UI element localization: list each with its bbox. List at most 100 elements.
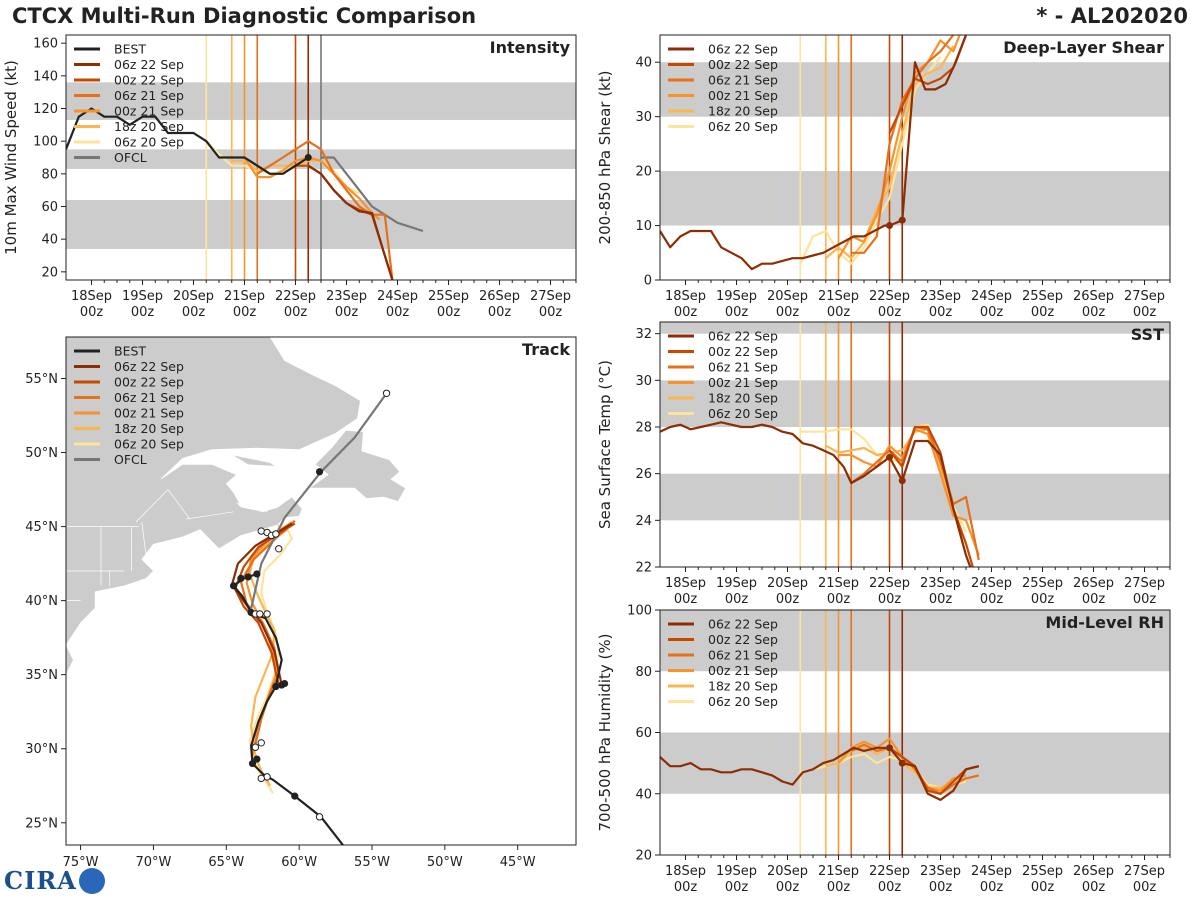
track-point-filled [229,582,238,590]
x-tick-label: 23Sep [920,864,961,879]
x-tick-label: 00z [929,880,953,895]
x-tick-label: 23Sep [920,576,961,591]
gulf-water [236,502,270,512]
x-tick-label: 18Sep [665,289,706,304]
legend-label: 18z 20 Sep [114,119,184,134]
legend-label: 18z 20 Sep [708,104,778,119]
x-tick-label: 00z [725,592,749,607]
series-line [243,156,381,221]
chart-title: CTCX Multi-Run Diagnostic Comparison [12,4,477,28]
series-line [837,35,961,259]
x-tick-label: 00z [929,592,953,607]
logo-text: CIRA [4,866,77,895]
series-line [851,35,955,254]
land-north-america [66,337,361,676]
y-axis-label: 700-500 hPa Humidity (%) [596,633,614,831]
x-tick-label: 00z [674,592,698,607]
x-tick-label: 00z [1082,880,1106,895]
x-tick-label: 00z [1031,305,1055,320]
plot-area [660,35,1170,280]
legend-label: 00z 22 Sep [708,632,778,647]
y-tick-label: 100 [33,135,58,150]
data-point [886,453,893,461]
panel-title: Mid-Level RH [1045,613,1164,632]
panel-intensity: 2040608010012014016018Sep00z19Sep00z20Se… [2,34,577,320]
track-point-open [272,530,280,538]
x-tick-label: 00z [1082,592,1106,607]
legend-label: OFCL [114,452,147,467]
panel-title: Deep-Layer Shear [1003,38,1164,57]
legend-label: 06z 21 Sep [708,360,778,375]
legend-label: 06z 22 Sep [708,329,778,344]
y-tick-label: 10 [635,219,652,234]
x-tick-label: 21Sep [818,289,859,304]
y-tick-label: 80 [635,665,652,680]
y-axis-label: 200-850 hPa Shear (kt) [596,71,614,245]
track-point-open [315,813,324,821]
legend-label: 00z 21 Sep [708,375,778,390]
series-line [256,140,394,280]
series-line [307,164,394,280]
gray-band [660,171,1170,226]
x-tick-label: 24Sep [377,289,418,304]
y-tick-label: 100 [627,604,652,619]
x-tick-label: 00z [1133,305,1157,320]
legend-label: 00z 21 Sep [114,104,184,119]
x-tick-label: 00z [1082,305,1106,320]
y-tick-label: 40 [41,233,58,248]
storm-id: * - AL202020 [1036,4,1188,28]
y-tick-label: 0 [644,274,652,289]
x-tick-label: 00z [1133,880,1157,895]
track-point-open [251,743,260,751]
legend-label: 00z 22 Sep [708,57,778,72]
x-tick-label: 22Sep [869,864,910,879]
data-point [304,154,312,161]
x-tick-label: 27Sep [1124,576,1165,591]
x-tick-label: 00z [776,880,800,895]
y-tick-label: 40 [635,787,652,802]
x-tick-label: 27Sep [530,289,571,304]
legend-label: 00z 22 Sep [708,344,778,359]
data-point [886,744,893,752]
plot-area [660,322,1170,567]
x-tick-label: 45°W [500,855,536,870]
legend-label: 00z 22 Sep [114,73,184,88]
x-tick-label: 20Sep [767,576,808,591]
x-tick-label: 55°W [354,855,390,870]
x-tick-label: 60°W [281,855,317,870]
y-tick-label: 30 [635,374,652,389]
x-tick-label: 75°W [63,855,99,870]
x-tick-label: 00z [878,592,902,607]
y-tick-label: 30 [635,110,652,125]
y-tick-label: 60 [635,726,652,741]
x-tick-label: 00z [827,880,851,895]
x-tick-label: 00z [1031,880,1055,895]
legend-label: 06z 21 Sep [708,648,778,663]
track-point-open [256,610,264,618]
series-line [825,45,955,260]
legend-label: BEST [114,344,146,359]
y-tick-label: 20 [635,849,652,864]
x-tick-label: 00z [437,305,461,320]
track-point-open [263,610,271,618]
legend-label: 06z 21 Sep [708,73,778,88]
x-tick-label: 19Sep [122,289,163,304]
cira-logo: CIRA [4,866,105,895]
x-tick-label: 00z [776,592,800,607]
track-point-filled [315,468,324,476]
y-tick-label: 22 [635,561,652,576]
legend-label: BEST [114,42,146,57]
track-point-filled [253,755,261,763]
y-tick-label: 32 [635,327,652,342]
legend-label: 06z 21 Sep [114,390,184,405]
legend-label: 06z 20 Sep [708,406,778,421]
x-tick-label: 26Sep [1073,864,1114,879]
x-tick-label: 26Sep [1073,289,1114,304]
legend-label: 06z 21 Sep [114,88,184,103]
legend-label: 06z 20 Sep [114,135,184,150]
x-tick-label: 00z [878,305,902,320]
x-tick-label: 50°W [427,855,463,870]
track-point-open [257,774,265,783]
x-tick-label: 00z [386,305,410,320]
x-tick-label: 00z [674,305,698,320]
